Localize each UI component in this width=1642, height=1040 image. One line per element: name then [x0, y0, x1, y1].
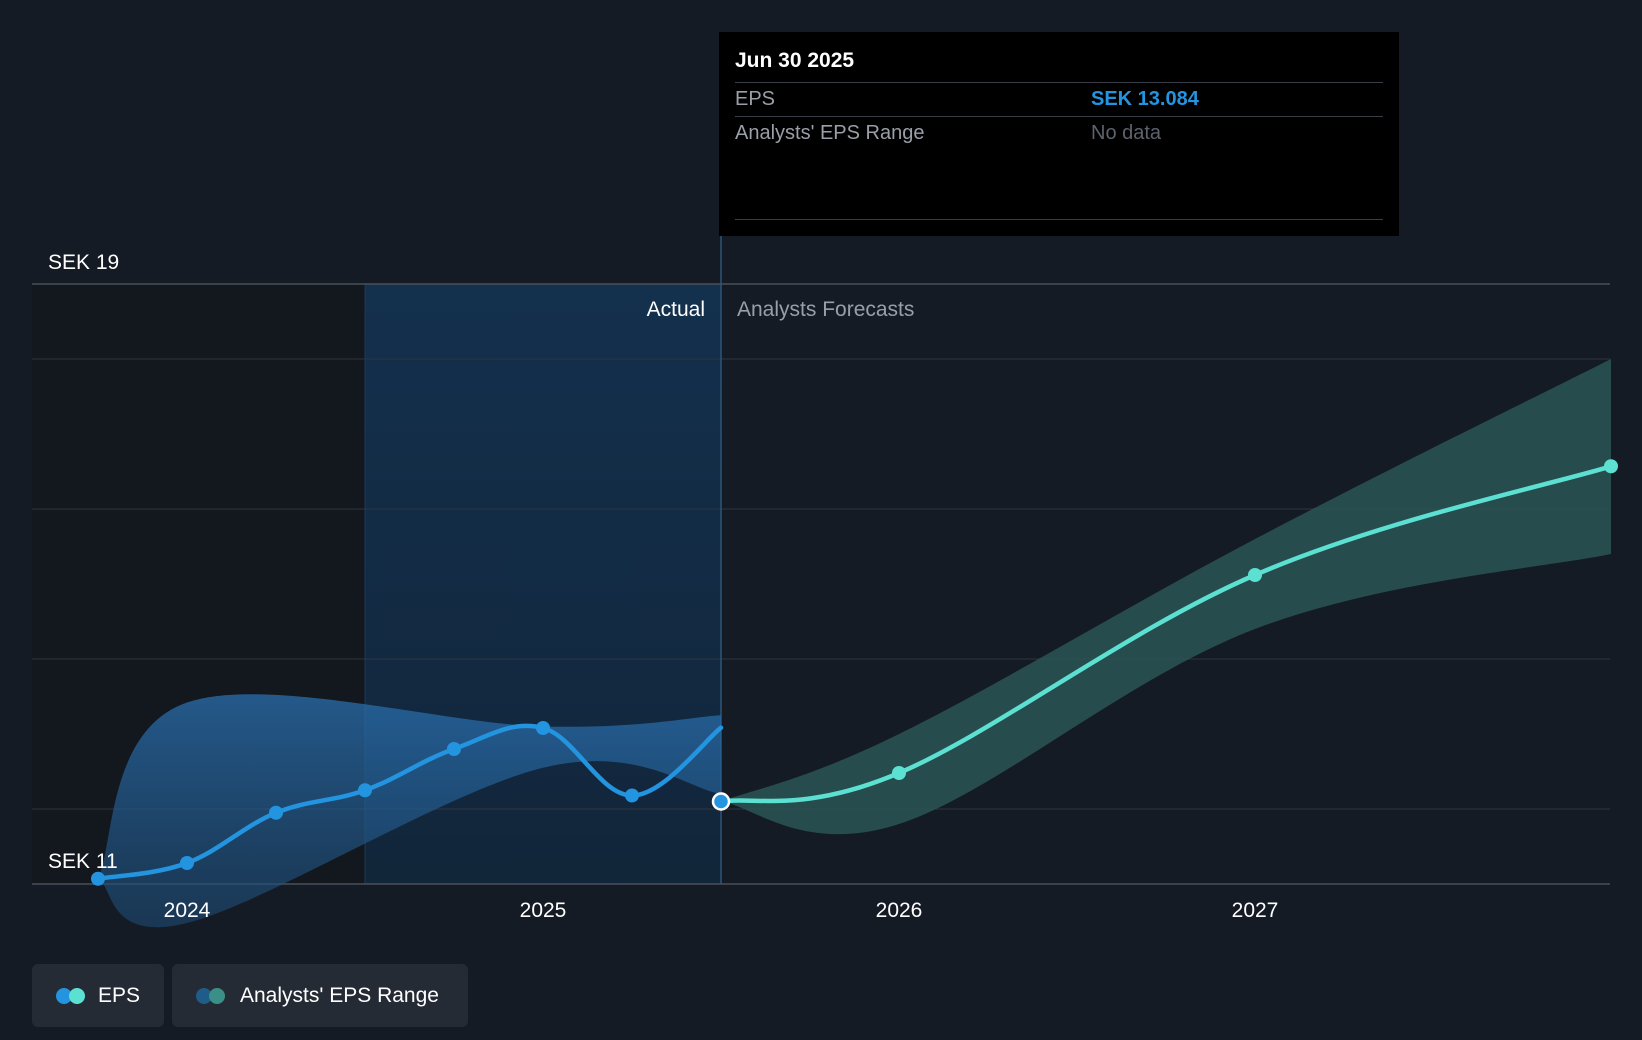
y-tick-label-top: SEK 19 — [48, 251, 119, 274]
eps-range-band-actual — [98, 694, 721, 928]
tooltip-row-eps: EPS SEK 13.084 — [735, 83, 1383, 117]
eps-point-actual — [625, 788, 639, 803]
legend-eps-dot-actual — [56, 987, 72, 1004]
eps-point-forecast — [1604, 459, 1618, 474]
tooltip-eps-value: SEK 13.084 — [1091, 88, 1199, 110]
tooltip-date: Jun 30 2025 — [735, 32, 1383, 83]
legend-eps-label: EPS — [97, 983, 140, 1007]
legend-eps-button[interactable]: EPS — [32, 964, 164, 1027]
legend-range-label: Analysts' EPS Range — [240, 983, 439, 1007]
legend-range-dot-forecast — [209, 987, 225, 1004]
eps-point-forecast — [892, 766, 906, 780]
legend-range-dot-actual — [196, 987, 212, 1004]
y-tick-label-bottom: SEK 11 — [48, 850, 118, 873]
eps-point-forecast — [1248, 568, 1262, 582]
tooltip-row-range: Analysts' EPS Range No data — [735, 117, 1383, 220]
eps-point-actual — [91, 871, 105, 886]
legend-range-swatch — [196, 987, 226, 1004]
legend-eps-dot-forecast — [69, 987, 85, 1004]
eps-point-actual — [536, 721, 550, 735]
eps-point-actual — [447, 742, 461, 756]
x-tick-label: 2027 — [1232, 899, 1279, 922]
eps-line-forecast — [718, 464, 1614, 804]
tooltip-eps-label: EPS — [735, 88, 776, 110]
tooltip: Jun 30 2025 EPS SEK 13.084 Analysts' EPS… — [719, 32, 1399, 236]
eps-range-band-forecast — [721, 359, 1611, 835]
eps-point-actual — [358, 783, 372, 798]
legend-range-button[interactable]: Analysts' EPS Range — [172, 964, 468, 1027]
tooltip-range-label: Analysts' EPS Range — [735, 122, 925, 144]
eps-point-actual — [269, 805, 283, 820]
x-tick-label: 2025 — [520, 899, 567, 922]
x-tick-label: 2026 — [876, 899, 923, 922]
legend-eps-swatch — [56, 987, 85, 1004]
x-tick-label: 2024 — [164, 899, 211, 922]
eps-point-actual — [180, 856, 194, 870]
eps-point-highlight — [711, 792, 731, 811]
tooltip-range-value: No data — [1091, 122, 1162, 144]
actual-region-label: Actual — [647, 298, 705, 321]
forecast-region-label: Analysts Forecasts — [737, 298, 914, 321]
